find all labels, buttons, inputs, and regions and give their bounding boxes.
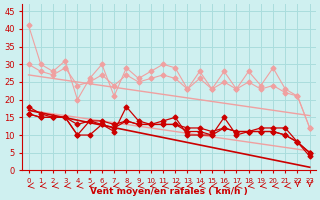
X-axis label: Vent moyen/en rafales ( km/h ): Vent moyen/en rafales ( km/h )	[90, 187, 248, 196]
